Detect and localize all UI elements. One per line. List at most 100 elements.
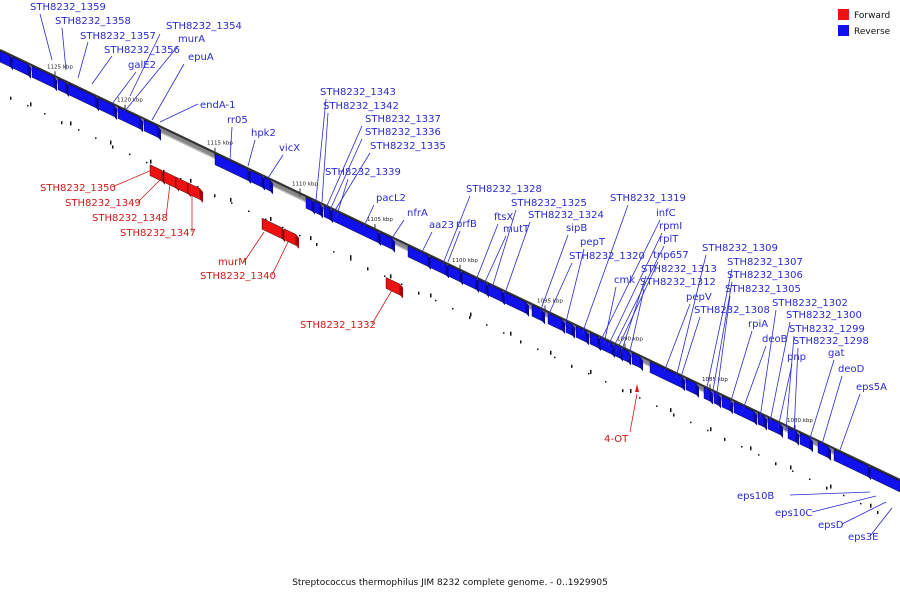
gene-label[interactable]: prfB [456, 219, 477, 230]
leader-line [329, 138, 363, 211]
gene-label[interactable]: STH8232_1350 [40, 183, 116, 194]
gene-label[interactable]: STH8232_1307 [727, 257, 803, 268]
forward-gene [283, 228, 297, 246]
gene-label[interactable]: infC [656, 208, 676, 219]
gene-label[interactable]: STH8232_1349 [65, 198, 141, 209]
leader-line [729, 330, 753, 405]
position-dot [129, 153, 131, 156]
gene-label[interactable]: STH8232_1299 [789, 324, 865, 335]
leader-line [151, 63, 185, 121]
tick-label: 1125 kbp [47, 64, 73, 70]
position-dot [724, 437, 726, 441]
gene-label[interactable]: STH8232_1308 [694, 305, 770, 316]
gene-label[interactable]: STH8232_1357 [80, 31, 156, 42]
gene-label[interactable]: STH8232_1325 [511, 198, 587, 209]
gene-label[interactable]: cmk [614, 275, 635, 286]
gene-label[interactable]: STH8232_1335 [370, 141, 446, 152]
forward-labels: STH8232_1350 STH8232_1349 STH8232_1348 S… [40, 183, 629, 445]
gene-label[interactable]: eps5A [856, 382, 887, 393]
position-dot [435, 299, 437, 302]
position-dot [809, 478, 811, 481]
gene-label[interactable]: murM [218, 257, 247, 268]
leader-line [419, 231, 433, 257]
gene-label[interactable]: STH8232_1298 [793, 336, 869, 347]
position-dash [830, 484, 832, 489]
leader-line [821, 375, 843, 445]
gene-label[interactable]: STH8232_1348 [92, 213, 168, 224]
gene-label[interactable]: pnp [787, 352, 806, 363]
leader-line [841, 501, 887, 525]
gene-label[interactable]: rpmI [659, 221, 682, 232]
leader-line [441, 195, 471, 267]
gene-label[interactable]: ftsX [494, 212, 513, 223]
reverse-gene-side [764, 416, 767, 431]
gene-label[interactable]: STH8232_1358 [55, 16, 131, 27]
gene-label[interactable]: deoD [838, 364, 865, 375]
gene-label[interactable]: rpiA [748, 319, 768, 330]
gene-label[interactable]: STH8232_1343 [320, 87, 396, 98]
gene-label[interactable]: STH8232_1300 [786, 310, 862, 321]
reverse-gene [833, 449, 869, 478]
gene-label[interactable]: pacL2 [376, 193, 406, 204]
gene-label[interactable]: endA-1 [200, 100, 235, 111]
position-dot [197, 186, 199, 188]
figure-caption: Streptococcus thermophilus JIM 8232 comp… [292, 578, 608, 588]
gene-label[interactable]: rplT [659, 234, 679, 245]
gene-label[interactable]: pepV [686, 292, 712, 303]
gene-label[interactable]: pepT [580, 237, 606, 248]
gene-label[interactable]: STH8232_1332 [300, 320, 376, 331]
gene-label[interactable]: hpk2 [251, 128, 276, 139]
gene-label[interactable]: STH8232_1347 [120, 228, 196, 239]
gene-label[interactable]: tnp657 [653, 250, 689, 261]
leader-line [741, 345, 767, 413]
position-dot [95, 137, 97, 139]
gene-label[interactable]: STH8232_1339 [325, 167, 401, 178]
gene-label[interactable]: STH8232_1319 [610, 193, 686, 204]
gene-label[interactable]: eps10B [737, 491, 774, 502]
gene-label[interactable]: STH8232_1328 [466, 184, 542, 195]
gene-label[interactable]: STH8232_1340 [200, 271, 276, 282]
gene-label[interactable]: eps10C [775, 508, 812, 519]
gene-label[interactable]: galE2 [128, 60, 156, 71]
gene-label[interactable]: STH8232_1336 [365, 127, 441, 138]
gene-label[interactable]: STH8232_1356 [104, 45, 180, 56]
position-dot [656, 405, 658, 407]
gene-label[interactable]: murA [178, 34, 205, 45]
position-dot [503, 332, 505, 334]
gene-label[interactable]: STH8232_1309 [702, 243, 778, 254]
leader-line [333, 152, 371, 213]
leader-line [627, 288, 645, 361]
gene-label[interactable]: STH8232_1324 [528, 210, 604, 221]
feature-label[interactable]: 4-OT [604, 434, 629, 445]
gene-label[interactable]: STH8232_1313 [641, 264, 717, 275]
gene-label[interactable]: eps3E [848, 532, 878, 543]
leader-line [111, 169, 153, 188]
gene-label[interactable]: STH8232_1354 [166, 21, 242, 32]
reverse-gene-side [780, 423, 783, 439]
leader-line [39, 13, 53, 61]
gene-label[interactable]: gat [828, 348, 844, 359]
leader-line [111, 71, 137, 105]
gene-label[interactable]: STH8232_1359 [30, 2, 106, 13]
gene-label[interactable]: STH8232_1306 [727, 270, 803, 281]
gene-label[interactable]: sipB [566, 223, 587, 234]
position-dot [741, 446, 743, 448]
gene-label[interactable]: mutT [503, 224, 530, 235]
gene-label[interactable]: nfrA [407, 208, 428, 219]
gene-label[interactable]: vicX [279, 143, 300, 154]
gene-label[interactable]: STH8232_1337 [365, 114, 441, 125]
gene-label[interactable]: epsD [818, 520, 844, 531]
gene-label[interactable]: aa23 [429, 220, 454, 231]
gene-label[interactable]: STH8232_1302 [772, 298, 848, 309]
legend: Forward Reverse [838, 9, 891, 37]
gene-label[interactable]: STH8232_1320 [569, 251, 645, 262]
leader-line [809, 359, 835, 439]
gene-label[interactable]: epuA [188, 52, 214, 63]
position-dot [333, 251, 335, 253]
gene-label[interactable]: STH8232_1342 [323, 101, 399, 112]
gene-label[interactable]: STH8232_1305 [725, 284, 801, 295]
gene-label[interactable]: rr05 [227, 115, 248, 126]
gene-label[interactable]: deoB [762, 334, 788, 345]
reverse-gene-side [730, 399, 733, 415]
gene-label[interactable]: STH8232_1312 [640, 277, 716, 288]
